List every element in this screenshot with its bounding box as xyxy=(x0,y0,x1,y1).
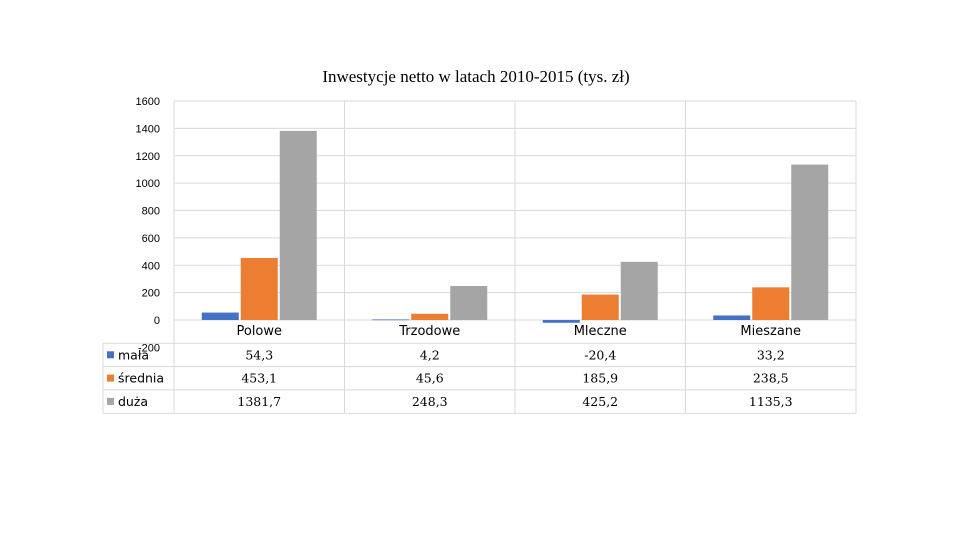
data-table: Polowe Trzodowe Mleczne Mieszane mała 54,3 4,2… xyxy=(102,320,857,414)
bar-mała-Trzodowe xyxy=(372,319,410,321)
y-tick-label: 1400 xyxy=(136,123,160,135)
y-tick-label: 600 xyxy=(142,233,160,245)
y-tick-label: 800 xyxy=(142,206,160,218)
bar-duża-Mieszane xyxy=(791,164,829,320)
data-label: 45,6 xyxy=(416,371,444,386)
y-tick-label: 1000 xyxy=(136,178,160,190)
y-tick-label: 1600 xyxy=(136,96,160,108)
data-label: -20,4 xyxy=(584,347,616,362)
bar-mała-Mieszane xyxy=(713,315,751,320)
data-label: 54,3 xyxy=(245,347,273,362)
bar-duża-Mleczne xyxy=(620,261,658,320)
bars xyxy=(201,130,829,323)
category-label: Mieszane xyxy=(740,324,801,339)
bar-średnia-Mieszane xyxy=(752,287,790,320)
legend-swatch xyxy=(107,374,114,382)
bar-mała-Polowe xyxy=(201,312,239,320)
data-label: 33,2 xyxy=(757,347,785,362)
y-tick-label: -200 xyxy=(138,342,160,354)
y-tick-label: 1200 xyxy=(136,151,160,163)
legend-label: duża xyxy=(118,394,148,409)
data-label: 425,2 xyxy=(582,394,618,409)
legend-label: średnia xyxy=(118,371,164,386)
category-label: Mleczne xyxy=(574,324,627,339)
y-tick-label: 400 xyxy=(142,260,160,272)
bar-mała-Mleczne xyxy=(542,320,580,323)
data-label: 1135,3 xyxy=(749,394,793,409)
bar-średnia-Mleczne xyxy=(581,294,619,320)
data-label: 453,1 xyxy=(241,371,277,386)
bar-duża-Trzodowe xyxy=(450,286,488,320)
data-label: 238,5 xyxy=(753,371,789,386)
chart-title: Inwestycje netto w latach 2010-2015 (tys… xyxy=(322,67,629,86)
legend-swatch xyxy=(107,351,114,359)
legend-swatch xyxy=(107,397,114,405)
bar-średnia-Trzodowe xyxy=(411,313,449,320)
legend-label: mała xyxy=(118,347,149,362)
category-label: Trzodowe xyxy=(398,324,460,339)
data-label: 4,2 xyxy=(420,347,440,362)
category-label: Polowe xyxy=(236,324,282,339)
y-axis-ticks: -200 0 200 400 600 800 1000 1200 1400 1600 xyxy=(136,96,160,354)
data-label: 248,3 xyxy=(412,394,448,409)
y-tick-label: 200 xyxy=(142,288,160,300)
data-label: 185,9 xyxy=(582,371,618,386)
bar-średnia-Polowe xyxy=(240,257,278,320)
y-tick-label: 0 xyxy=(154,315,160,327)
data-label: 1381,7 xyxy=(237,394,281,409)
bar-duża-Polowe xyxy=(279,130,317,320)
